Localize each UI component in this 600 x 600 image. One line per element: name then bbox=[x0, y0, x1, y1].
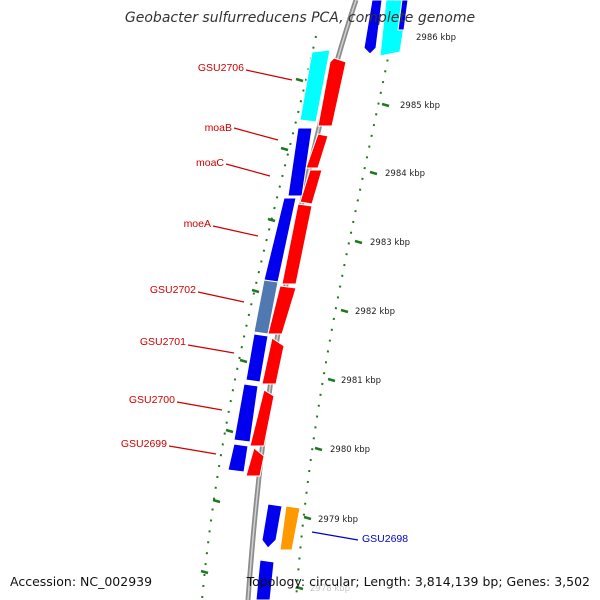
gene-moac-red bbox=[299, 169, 323, 205]
gene-gsu2699-red bbox=[245, 447, 265, 477]
scale-label: 2978 kbp bbox=[310, 584, 350, 594]
scale-labels: 2986 kbp 2985 kbp 2984 kbp 2983 kbp 2982… bbox=[310, 33, 456, 594]
inner-dotted-line bbox=[201, 35, 317, 600]
scale-tick-mark bbox=[303, 515, 312, 521]
scale-tick-mark bbox=[340, 308, 349, 314]
scale-tick-mark bbox=[327, 377, 336, 383]
gene-gsu2702-red bbox=[267, 285, 297, 335]
gene-gsu2706-red bbox=[317, 57, 347, 127]
scale-label: 2986 kbp bbox=[416, 33, 456, 43]
accession-text: Accession: NC_002939 bbox=[10, 574, 153, 589]
gene-gsu2701-red bbox=[261, 337, 285, 385]
gene-label-gsu2706: GSU2706 bbox=[198, 62, 244, 74]
scale-label: 2980 kbp bbox=[330, 445, 370, 455]
topology-text: Topology: circular; Length: 3,814,139 bp… bbox=[246, 574, 590, 589]
gene-blue-top-2 bbox=[397, 0, 409, 31]
gene-label-moea: moeA bbox=[184, 218, 211, 230]
gene-label-moab: moaB bbox=[205, 122, 232, 134]
scale-tick-mark bbox=[314, 446, 323, 452]
scale-dotted-line bbox=[295, 37, 393, 600]
scale-tick-mark bbox=[295, 585, 304, 591]
gene-gsu2700-red bbox=[249, 389, 275, 447]
gene-label-gsu2702: GSU2702 bbox=[150, 284, 196, 296]
scale-tick-mark bbox=[369, 170, 378, 176]
scale-label: 2981 kbp bbox=[341, 376, 381, 386]
genome-title: Geobacter sulfurreducens PCA, complete g… bbox=[124, 10, 476, 26]
scale-label: 2983 kbp bbox=[370, 238, 410, 248]
scale-tick-mark bbox=[381, 102, 390, 108]
gene-blue-bottom bbox=[255, 559, 275, 600]
gene-gsu2700-blue bbox=[233, 383, 259, 443]
label-leader-lines bbox=[168, 69, 359, 541]
inner-tick-marks bbox=[200, 77, 304, 575]
scale-label: 2985 kbp bbox=[400, 101, 440, 111]
gene-features bbox=[227, 0, 409, 600]
gene-blue-top bbox=[363, 0, 383, 55]
scale-tick-mark bbox=[354, 239, 363, 245]
gene-label-gsu2699: GSU2699 bbox=[121, 438, 167, 450]
scale-label: 2982 kbp bbox=[355, 307, 395, 317]
gene-gsu2701-blue bbox=[245, 333, 269, 383]
gene-gsu2699-blue bbox=[227, 443, 249, 473]
gene-gsu2698-blue bbox=[261, 503, 283, 549]
gene-label-gsu2701: GSU2701 bbox=[140, 336, 186, 348]
gene-gsu2706-cyan bbox=[299, 49, 331, 123]
gene-moea-red bbox=[281, 203, 313, 285]
scale-label: 2984 kbp bbox=[385, 169, 425, 179]
gene-moab-red bbox=[305, 133, 329, 169]
scale-label: 2979 kbp bbox=[318, 515, 358, 525]
gene-label-moac: moaC bbox=[196, 157, 224, 169]
gene-gsu2698-orange bbox=[279, 505, 301, 551]
gene-label-gsu2700: GSU2700 bbox=[129, 394, 175, 406]
gene-name-labels: GSU2706 moaB moaC moeA GSU2702 GSU2701 G… bbox=[121, 62, 408, 545]
gene-label-gsu2698: GSU2698 bbox=[362, 533, 408, 545]
